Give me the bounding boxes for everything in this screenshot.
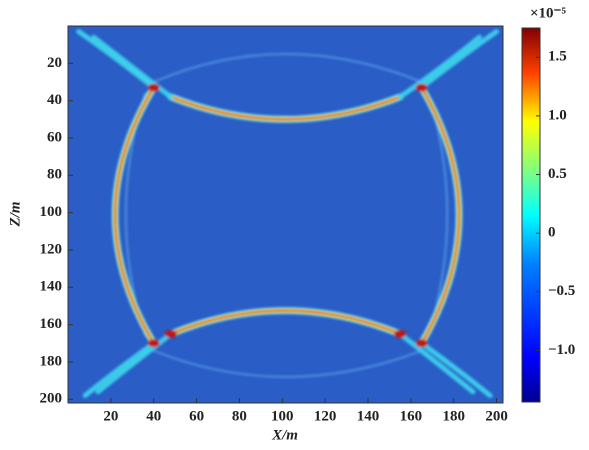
x-tick-label: 140 — [357, 408, 380, 424]
wavefront — [419, 29, 500, 91]
wavefront-focus — [415, 339, 428, 348]
wavefront — [76, 29, 157, 91]
colorbar-tick-label: −1.0 — [548, 342, 575, 358]
x-tick-label: 160 — [400, 408, 423, 424]
wavefront — [91, 34, 174, 100]
x-axis-label: X/m — [271, 427, 298, 443]
wavefield — [76, 29, 500, 399]
y-tick-label: 60 — [47, 129, 62, 145]
x-tick-label: 180 — [442, 408, 465, 424]
y-tick-label: 20 — [47, 55, 62, 71]
wavefront — [82, 340, 157, 399]
x-tick-label: 60 — [189, 408, 204, 424]
wavefront — [95, 331, 174, 395]
wavefront-focus — [394, 329, 407, 338]
wavefront — [152, 53, 423, 83]
colorbar — [521, 27, 541, 403]
y-tick-label: 160 — [40, 316, 63, 332]
y-axis-label: Z/m — [7, 202, 23, 228]
plot-background — [68, 26, 503, 403]
colorbar-tick-label: 1.5 — [548, 49, 567, 65]
colorbar-tick-label: 0 — [548, 225, 556, 241]
colorbar-tick-label: 0.5 — [548, 166, 567, 182]
wavefront — [397, 331, 476, 395]
y-tick-label: 40 — [47, 92, 62, 108]
colorbar-tick-label: 1.0 — [548, 107, 567, 123]
y-tick-label: 180 — [40, 353, 63, 369]
plot-frame — [67, 25, 504, 404]
y-tick-label: 100 — [40, 204, 63, 220]
x-tick-label: 20 — [103, 408, 118, 424]
y-tick-label: 120 — [40, 241, 63, 257]
colorbar-tick-label: −0.5 — [548, 283, 575, 299]
wavefront-focus — [164, 329, 177, 338]
wavefront-focus — [147, 339, 160, 348]
y-tick-label: 200 — [40, 391, 63, 407]
y-tick-label: 140 — [40, 279, 63, 295]
wavefront — [152, 349, 423, 378]
wavefront-focus — [147, 83, 160, 92]
wavefront — [114, 86, 155, 345]
colorbar-exponent: ×10⁻⁵ — [530, 5, 566, 21]
y-tick-label: 80 — [47, 167, 62, 183]
x-tick-label: 120 — [314, 408, 337, 424]
x-tick-label: 80 — [232, 408, 247, 424]
wavefront — [419, 340, 493, 399]
wavefront — [169, 309, 402, 335]
x-tick-label: 200 — [485, 408, 508, 424]
x-tick-label: 100 — [271, 408, 294, 424]
wavefront — [420, 86, 460, 345]
wavefront — [397, 34, 482, 100]
wavefront-focus — [415, 83, 428, 92]
x-tick-label: 40 — [146, 408, 161, 424]
wavefront — [169, 95, 402, 121]
